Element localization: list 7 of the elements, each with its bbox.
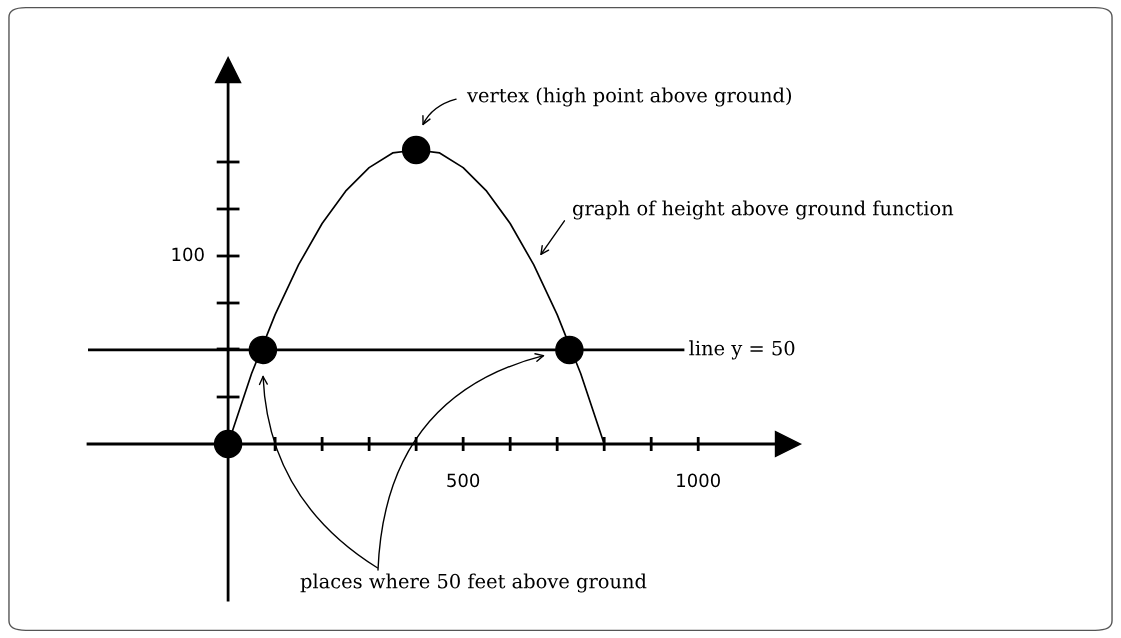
text: vertex (high point above ground) xyxy=(466,87,792,107)
annotation: graph of height above ground function xyxy=(572,200,954,220)
annotation: line y = 50 xyxy=(689,340,795,360)
x-tick-label: 1000 xyxy=(677,473,720,488)
annotation: 100 xyxy=(172,247,204,262)
x-tick-label: 500 xyxy=(447,473,480,488)
text: places where 50 feet above ground xyxy=(300,573,647,593)
